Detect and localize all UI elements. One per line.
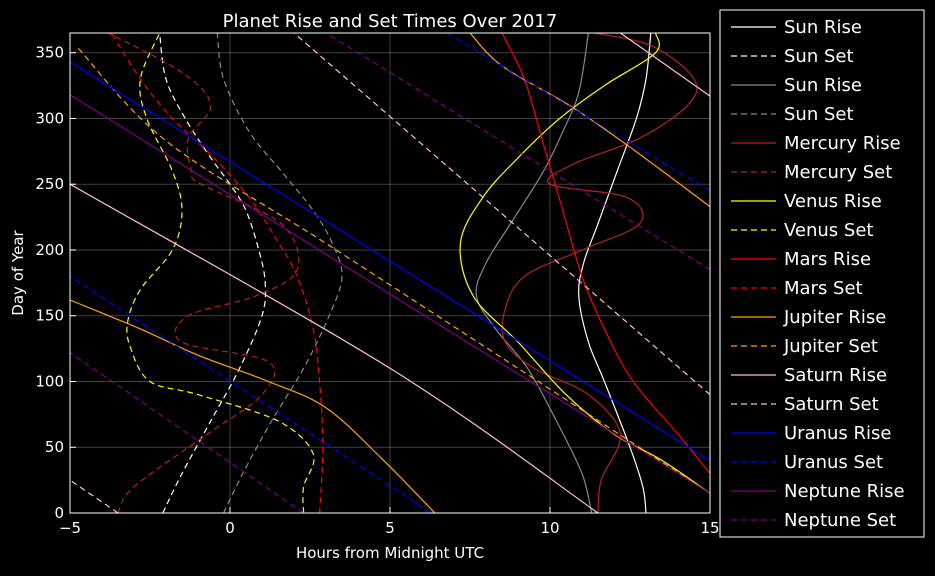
series-line-sun-set bbox=[216, 33, 343, 513]
x-axis-label: Hours from Midnight UTC bbox=[296, 544, 484, 562]
series-line-uranus-set bbox=[447, 33, 710, 192]
y-axis-label: Day of Year bbox=[9, 229, 27, 315]
legend-label: Neptune Rise bbox=[784, 481, 905, 502]
legend-label: Sun Set bbox=[784, 104, 854, 125]
legend-entry: Sun Rise bbox=[731, 17, 862, 38]
series-line-mars-rise bbox=[501, 33, 710, 474]
series-line-venus-set bbox=[126, 33, 315, 513]
x-tick-label: 10 bbox=[540, 519, 559, 537]
y-tick-label: 0 bbox=[54, 504, 64, 522]
series-line-saturn-set bbox=[293, 33, 710, 396]
x-tick-label: 5 bbox=[385, 519, 395, 537]
y-tick-label: 100 bbox=[35, 372, 64, 390]
series-line-mercury-set bbox=[108, 33, 300, 513]
y-tick-label: 200 bbox=[35, 241, 64, 259]
y-tick-label: 150 bbox=[35, 307, 64, 325]
x-tick-label: −5 bbox=[59, 519, 81, 537]
legend-label: Venus Set bbox=[784, 220, 873, 241]
legend-entry: Sun Set bbox=[731, 104, 854, 125]
y-tick-label: 50 bbox=[45, 438, 64, 456]
x-tick-label: 0 bbox=[225, 519, 235, 537]
series-line-sun-set bbox=[159, 33, 267, 513]
legend-entry: Saturn Rise bbox=[731, 365, 887, 386]
series-line-uranus-rise bbox=[70, 61, 710, 461]
legend-entry: Sun Set bbox=[731, 46, 854, 67]
legend-entry: Mercury Rise bbox=[731, 133, 901, 154]
series-line-uranus-set bbox=[70, 275, 432, 513]
legend-label: Venus Rise bbox=[784, 191, 882, 212]
series-layer bbox=[70, 33, 710, 513]
series-line-jupiter-set bbox=[75, 45, 710, 494]
series-line-sun-rise bbox=[475, 33, 593, 513]
legend-label: Uranus Set bbox=[784, 452, 883, 473]
legend-label: Jupiter Rise bbox=[783, 307, 886, 328]
grid-lines bbox=[69, 33, 711, 514]
legend-entry: Venus Rise bbox=[731, 191, 882, 212]
legend-label: Mars Set bbox=[784, 278, 863, 299]
series-line-saturn-rise bbox=[620, 33, 710, 97]
legend-entry: Saturn Set bbox=[731, 394, 879, 415]
legend-label: Sun Rise bbox=[784, 75, 862, 96]
legend-label: Neptune Set bbox=[784, 510, 896, 531]
legend-label: Saturn Rise bbox=[784, 365, 887, 386]
legend-entry: Jupiter Set bbox=[731, 336, 878, 357]
series-line-jupiter-rise bbox=[70, 299, 436, 513]
series-line-mars-set bbox=[111, 33, 324, 513]
y-tick-label: 300 bbox=[35, 109, 64, 127]
x-tick-label: 15 bbox=[700, 519, 719, 537]
series-line-saturn-set bbox=[70, 479, 119, 513]
series-line-neptune-set bbox=[70, 352, 304, 513]
legend-label: Mars Rise bbox=[784, 249, 871, 270]
legend-entry: Neptune Set bbox=[731, 510, 896, 531]
legend: Sun Rise Sun Set Sun Rise Sun Set Mercury Ri… bbox=[719, 9, 925, 538]
legend-label: Mercury Rise bbox=[784, 133, 901, 154]
series-line-neptune-rise bbox=[70, 94, 710, 494]
legend-entry: Neptune Rise bbox=[731, 481, 905, 502]
legend-label: Sun Set bbox=[784, 46, 854, 67]
legend-box bbox=[719, 9, 925, 538]
legend-entry: Mercury Set bbox=[731, 162, 892, 183]
legend-entry: Mars Set bbox=[731, 278, 863, 299]
legend-label: Mercury Set bbox=[784, 162, 892, 183]
legend-entry: Sun Rise bbox=[731, 75, 862, 96]
series-line-mercury-rise bbox=[501, 33, 698, 513]
legend-entry: Jupiter Rise bbox=[731, 307, 886, 328]
legend-entry: Uranus Rise bbox=[731, 423, 891, 444]
legend-label: Jupiter Set bbox=[783, 336, 878, 357]
chart-title: Planet Rise and Set Times Over 2017 bbox=[223, 11, 558, 32]
legend-label: Uranus Rise bbox=[784, 423, 891, 444]
legend-entry: Venus Set bbox=[731, 220, 873, 241]
legend-entry: Mars Rise bbox=[731, 249, 871, 270]
legend-label: Sun Rise bbox=[784, 17, 862, 38]
y-tick-label: 250 bbox=[35, 175, 64, 193]
y-tick-label: 350 bbox=[35, 44, 64, 62]
series-line-saturn-rise bbox=[70, 183, 599, 513]
series-line-neptune-set bbox=[325, 33, 710, 271]
legend-entry: Uranus Set bbox=[731, 452, 883, 473]
legend-label: Saturn Set bbox=[784, 394, 879, 415]
